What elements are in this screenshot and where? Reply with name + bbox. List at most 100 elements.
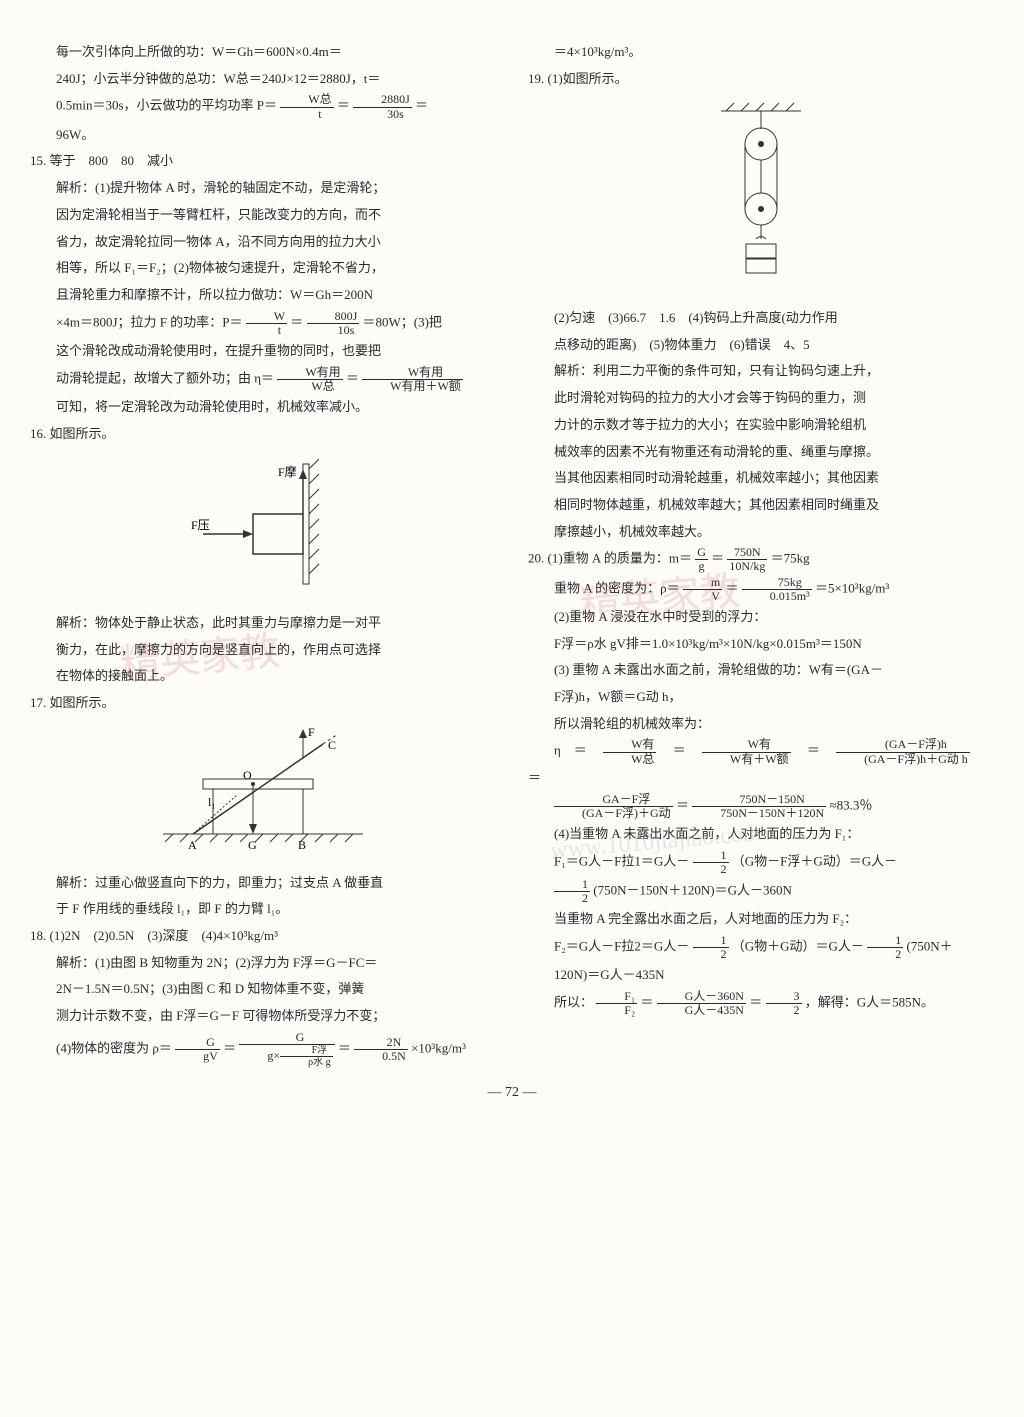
fraction: G人－360NG人－435N [657, 990, 746, 1017]
explain-line: 测力计示数不变，由 F浮＝G－F 可得物体所受浮力不变； [30, 1004, 496, 1029]
text: 重物 A 的密度为：ρ＝ [554, 580, 680, 595]
text-line: 0.5min＝30s，小云做功的平均功率 P＝ W总t ＝ 2880J30s ＝ [30, 93, 496, 120]
explain-line: 相等，所以 F₁＝F₂；(2)物体被匀速提升，定滑轮不省力， [30, 256, 496, 281]
fraction: Gg [695, 546, 708, 573]
label-O: O [243, 768, 252, 782]
question-18: 18. (1)2N (2)0.5N (3)深度 (4)4×10³kg/m³ [30, 924, 496, 949]
eta-line2: GA－F浮(GA－F浮)＋G动 ＝ 750N－150N750N－150N＋120… [528, 793, 994, 820]
final-line: 所以： F₁F₂ ＝ G人－360NG人－435N ＝ 32 ，解得：G人＝58… [528, 990, 994, 1017]
fraction: mV [683, 576, 722, 603]
text: ＝ [794, 743, 833, 758]
text: ＝5×10³kg/m³ [815, 580, 889, 595]
text: 0.5min＝30s，小云做功的平均功率 P＝ [56, 98, 277, 113]
explain-line: 摩擦越小，机械效率越大。 [528, 520, 994, 545]
fraction: 12 [867, 934, 903, 961]
explain-line: 且滑轮重力和摩擦不计，所以拉力做功：W＝Gh＝200N [30, 283, 496, 308]
fraction: GgV [175, 1036, 220, 1063]
fraction: 32 [766, 990, 802, 1017]
text: (750N＋ [906, 939, 952, 954]
text: （G物－F浮＋G动）＝G人－ [732, 853, 897, 868]
text: （G物＋G动）＝G人－ [732, 939, 864, 954]
fraction: GA－F浮(GA－F浮)＋G动 [554, 793, 673, 820]
page-number: — 72 — [30, 1080, 994, 1107]
fraction: 2880J30s [353, 93, 412, 120]
eta-line1: η ＝ W有W总 ＝ W有W有＋W额 ＝ (GA－F浮)h(GA－F浮)h＋G动… [528, 738, 994, 790]
text-line: F浮＝ρ水 gV排＝1.0×10³kg/m³×10N/kg×0.015m³＝15… [528, 632, 994, 657]
explain-line: 2N－1.5N＝0.5N；(3)由图 C 和 D 知物体重不变，弹簧 [30, 977, 496, 1002]
fraction: W有用W有用＋W额 [362, 366, 463, 393]
text-line: 点移动的距离) (5)物体重力 (6)错误 4、5 [528, 333, 994, 358]
fraction: W有用W总 [277, 366, 342, 393]
explain-line: 省力，故定滑轮拉同一物体 A，沿不同方向用的拉力大小 [30, 230, 496, 255]
question-15: 15. 等于 800 80 减小 [30, 149, 496, 174]
explain-line: 解析：(1)提升物体 A 时，滑轮的轴固定不动，是定滑轮； [30, 176, 496, 201]
text-line: 240J；小云半分钟做的总功：W总＝240J×12＝2880J，t＝ [30, 67, 496, 92]
diagram-19-pulley [528, 99, 994, 298]
text-line: ＝4×10³kg/m³。 [528, 40, 994, 65]
label-l1: l₁ [208, 795, 216, 809]
fraction: W总t [280, 93, 333, 120]
text: ，解得：G人＝585N。 [805, 995, 934, 1010]
explain-line: 衡力，在此，摩擦力的方向是竖直向上的，作用点可选择 [30, 638, 496, 663]
text-line: 所以滑轮组的机械效率为： [528, 712, 994, 737]
question-19: 19. (1)如图所示。 [528, 67, 994, 92]
explain-line: 械效率的因素不光有物重还有动滑轮的重、绳重与摩擦。 [528, 440, 994, 465]
explain-line: 此时滑轮对钩码的拉力的大小才会等于钩码的重力，测 [528, 386, 994, 411]
diagram-17: F C O l₁ G A B [30, 724, 496, 863]
text: ＝ [338, 1040, 351, 1055]
text-line: 96W。 [30, 123, 496, 148]
text: ＝ [640, 995, 653, 1010]
right-column: ＝4×10³kg/m³。 19. (1)如图所示。 (2)匀速 (3)66.7 … [528, 40, 994, 1070]
left-column: 每一次引体向上所做的功：W＝Gh＝600N×0.4m＝ 240J；小云半分钟做的… [30, 40, 496, 1070]
explain-line: 解析：过重心做竖直向下的力，即重力；过支点 A 做垂直 [30, 871, 496, 896]
text: ＝ [749, 995, 762, 1010]
explain-line: 于 F 作用线的垂线段 l₁，即 F 的力臂 l₁。 [30, 897, 496, 922]
explain-line: 可知，将一定滑轮改为动滑轮使用时，机械效率减小。 [30, 395, 496, 420]
label-C: C [328, 738, 336, 752]
text: 所以： [554, 995, 593, 1010]
two-column-layout: 每一次引体向上所做的功：W＝Gh＝600N×0.4m＝ 240J；小云半分钟做的… [30, 40, 994, 1070]
text: ＝ [660, 743, 699, 758]
explain-line: ×4m＝800J；拉力 F 的功率：P＝ Wt ＝ 800J10s ＝80W；(… [30, 310, 496, 337]
text: ＝ [711, 551, 724, 566]
fraction: 12 [554, 878, 590, 905]
text-line: 重物 A 的密度为：ρ＝ mV ＝ 75kg0.015m³ ＝5×10³kg/m… [528, 576, 994, 603]
explain-line: 解析：(1)由图 B 知物重为 2N；(2)浮力为 F浮＝G－FC＝ [30, 951, 496, 976]
explain-line: 因为定滑轮相当于一等臂杠杆，只能改变力的方向，而不 [30, 203, 496, 228]
fraction: 800J10s [307, 310, 360, 337]
f1-line: F₁＝G人－F拉1＝G人－ 12 （G物－F浮＋G动）＝G人－ [528, 849, 994, 876]
diagram-16: F摩 F压 [30, 454, 496, 603]
label-A: A [188, 838, 197, 852]
text-line: (3) 重物 A 未露出水面之前，滑轮组做的功：W有＝(GA－ [528, 658, 994, 683]
text: η ＝ [554, 743, 600, 758]
text: ×4m＝800J；拉力 F 的功率：P＝ [56, 314, 242, 329]
fraction: 12 [693, 934, 729, 961]
explain-line: 相同时物体越重，机械效率越大；其他因素相同时绳重及 [528, 493, 994, 518]
fraction: Wt [246, 310, 287, 337]
label-B: B [298, 838, 306, 852]
explain-line: 动滑轮提起，故增大了额外功；由 η＝ W有用W总 ＝ W有用W有用＋W额 [30, 366, 496, 393]
text-line: 120N)＝G人－435N [528, 963, 994, 988]
text: ＝ [290, 314, 303, 329]
fraction: 75kg0.015m³ [742, 576, 812, 603]
text: F₂＝G人－F拉2＝G人－ [554, 939, 689, 954]
fraction: 2N0.5N [354, 1036, 408, 1063]
f1b-line: 12 (750N－150N＋120N)＝G人－360N [528, 878, 994, 905]
text-line: 当重物 A 完全露出水面之后，人对地面的压力为 F₂： [528, 907, 994, 932]
text: (750N－150N＋120N)＝G人－360N [593, 883, 792, 898]
fraction: 750N－150N750N－150N＋120N [692, 793, 826, 820]
text-line: (2)重物 A 浸没在水中时受到的浮力： [528, 605, 994, 630]
text: ＝80W；(3)把 [362, 314, 441, 329]
label-G: G [248, 838, 257, 852]
text-line: F浮)h，W额＝G动 h， [528, 685, 994, 710]
text-line: (4)当重物 A 未露出水面之前，人对地面的压力为 F₁： [528, 822, 994, 847]
question-17: 17. 如图所示。 [30, 691, 496, 716]
explain-line: 当其他因素相同时动滑轮越重，机械效率越小；其他因素 [528, 466, 994, 491]
explain-line: 解析：利用二力平衡的条件可知，只有让钩码匀速上升， [528, 359, 994, 384]
explain-line: 这个滑轮改成动滑轮使用时，在提升重物的同时，也要把 [30, 339, 496, 364]
text-line: 每一次引体向上所做的功：W＝Gh＝600N×0.4m＝ [30, 40, 496, 65]
fraction: (GA－F浮)h(GA－F浮)h＋G动 h [836, 738, 970, 765]
text: ＝ [676, 797, 689, 812]
explain-line: (4)物体的密度为 ρ＝ GgV ＝ G g×F浮ρ水 g ＝ 2N0.5N ×… [30, 1031, 496, 1068]
text: ＝ [337, 98, 350, 113]
